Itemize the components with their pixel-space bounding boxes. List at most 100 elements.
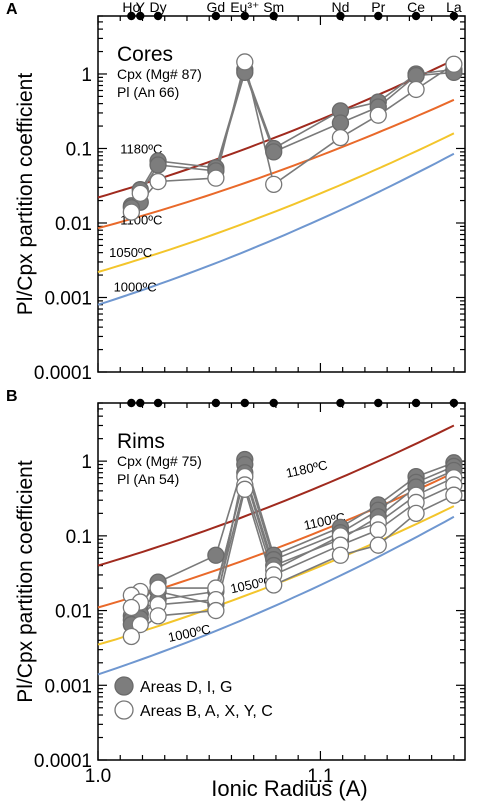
y-tick-label: 1 (81, 452, 92, 473)
element-label: Pr (371, 0, 385, 15)
data-point-open (445, 55, 463, 73)
element-marker (269, 398, 278, 408)
element-marker (269, 11, 278, 21)
element-label: Ho (122, 0, 140, 15)
y-tick-label: 0.001 (44, 288, 92, 309)
isotherm-line (97, 98, 455, 230)
panel-title: Rims (117, 430, 165, 453)
isotherm-label: 1180ºC (120, 142, 162, 157)
data-point-filled (265, 143, 283, 161)
legend-marker (114, 700, 134, 720)
data-point-open (331, 128, 350, 147)
panel-letter: B (6, 388, 18, 405)
data-point-open (122, 598, 141, 617)
isotherm-label: 1000ºC (114, 280, 157, 295)
data-point-filled (331, 114, 350, 132)
data-series-line (130, 486, 455, 638)
element-marker (211, 398, 221, 408)
y-tick-label: 0.0001 (34, 363, 92, 384)
plot-frame (97, 15, 466, 373)
panel-subtitle: Pl (An 54) (117, 471, 179, 487)
data-point-open (131, 615, 149, 634)
data-point-open (207, 601, 225, 620)
y-axis-label: Pl/Cpx partition coefficient (14, 73, 37, 316)
isotherm-line (97, 424, 455, 567)
legend-label: Areas B, A, X, Y, C (140, 703, 273, 720)
y-axis-label: Pl/Cpx partition coefficient (14, 460, 37, 703)
data-point-open (331, 546, 350, 564)
data-point-open (149, 607, 167, 625)
element-label: Y (136, 0, 146, 15)
data-point-open (445, 486, 463, 504)
data-point-open (149, 579, 167, 597)
element-label: Sm (263, 0, 284, 15)
element-marker (449, 398, 459, 408)
y-tick-label: 0.1 (66, 527, 92, 548)
element-marker (240, 398, 249, 408)
panel-b: B 0.0001 0.001 0.01 0.1 1 Pl/Cpx partition coe… (6, 388, 466, 801)
x-tick-label: 1.1 (307, 766, 333, 787)
element-marker (411, 398, 421, 408)
element-label: Gd (207, 0, 226, 15)
element-marker (374, 398, 383, 408)
data-point-open (122, 203, 141, 221)
data-series-line (130, 69, 454, 209)
x-tick-label: 1.0 (85, 766, 111, 787)
data-point-open (369, 536, 387, 554)
panel-a: A 0.0001 0.001 0.01 0.1 1 YHo Dy Gd Eu³⁺ Sm Nd Pr Ce L… (6, 0, 466, 384)
element-marker (127, 398, 136, 408)
element-label: La (446, 0, 462, 15)
data-point-open (265, 576, 283, 594)
element-marker (240, 11, 249, 21)
data-point-open (236, 53, 254, 71)
element-marker (336, 11, 345, 21)
y-tick-label: 0.1 (66, 139, 92, 160)
data-point-filled (207, 546, 225, 564)
isotherm-label: 1050ºC (109, 245, 152, 260)
y-tick-label: 0.01 (55, 602, 92, 623)
element-marker (136, 398, 145, 408)
element-marker (449, 11, 459, 21)
legend-marker (114, 676, 134, 696)
element-label: Nd (331, 0, 349, 15)
element-marker (127, 11, 136, 21)
y-tick-label: 0.0001 (34, 751, 92, 772)
legend-label: Areas D, I, G (140, 679, 232, 696)
data-point-open (369, 521, 387, 539)
element-marker (336, 398, 345, 408)
panel-letter: A (6, 1, 18, 18)
data-point-open (149, 172, 167, 191)
element-label: Ce (407, 0, 425, 15)
plot-frame (97, 402, 466, 761)
y-tick-label: 0.01 (55, 214, 92, 235)
panel-subtitle: Pl (An 66) (117, 84, 179, 100)
panel-title: Cores (117, 43, 173, 66)
element-label: Eu³⁺ (230, 0, 259, 15)
data-point-filled (149, 156, 167, 174)
data-point-open (131, 184, 149, 202)
isotherm-label: 1180ºC (285, 457, 329, 480)
panel-subtitle: Cpx (Mg# 75) (117, 453, 202, 469)
element-marker (153, 398, 163, 408)
data-point-open (207, 169, 225, 187)
x-axis-label: Ionic Radius (A) (211, 776, 368, 801)
y-tick-label: 0.001 (44, 676, 92, 697)
data-point-open (369, 106, 387, 124)
data-point-open (407, 504, 425, 523)
isotherm-line (97, 152, 455, 306)
isotherm-line (97, 515, 455, 676)
element-label: Dy (149, 0, 166, 15)
element-marker (136, 11, 145, 21)
element-marker (211, 11, 221, 21)
y-tick-label: 1 (81, 65, 92, 86)
panel-subtitle: Cpx (Mg# 87) (117, 66, 202, 82)
data-point-open (122, 627, 141, 646)
element-marker (411, 11, 421, 21)
element-marker (153, 11, 163, 21)
data-series-line (130, 66, 454, 207)
data-point-open (236, 480, 254, 498)
data-point-open (407, 80, 425, 99)
isotherm-line (97, 132, 455, 273)
data-point-open (265, 175, 283, 194)
